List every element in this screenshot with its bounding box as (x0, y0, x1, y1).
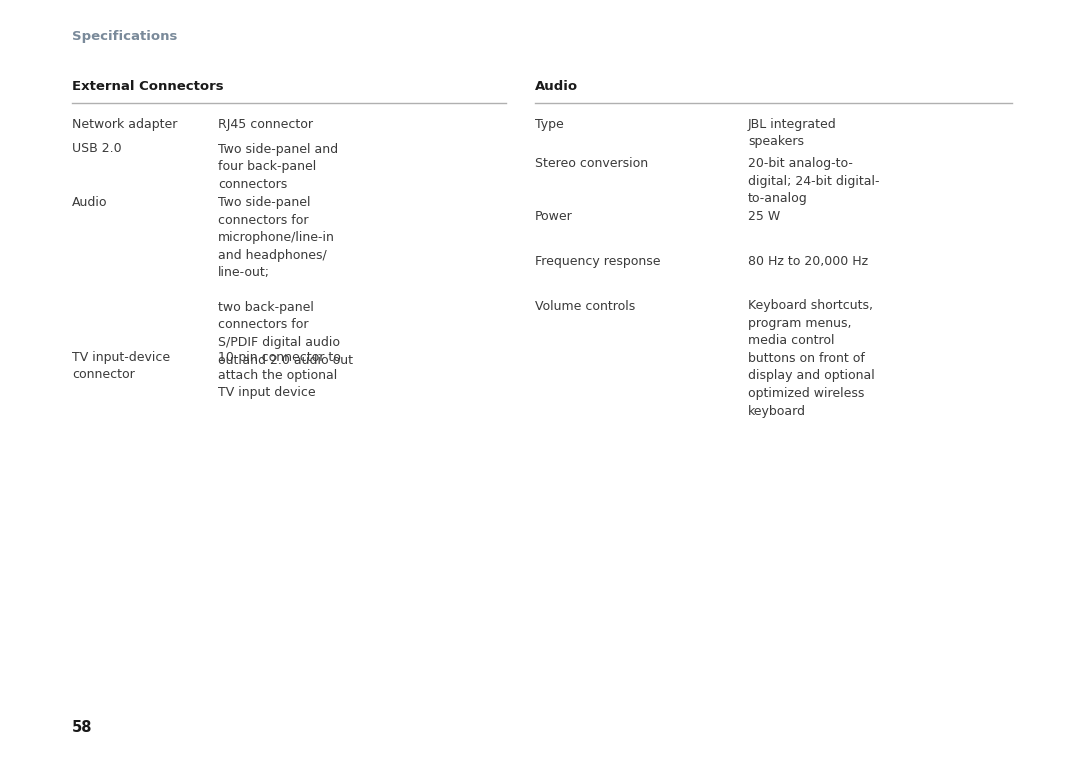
Text: JBL integrated
speakers: JBL integrated speakers (748, 118, 837, 149)
Text: Keyboard shortcuts,
program menus,
media control
buttons on front of
display and: Keyboard shortcuts, program menus, media… (748, 300, 875, 417)
Text: Volume controls: Volume controls (535, 300, 635, 313)
Text: Two side-panel and
four back-panel
connectors: Two side-panel and four back-panel conne… (218, 142, 338, 191)
Text: Power: Power (535, 211, 572, 224)
Text: Type: Type (535, 118, 564, 131)
Text: USB 2.0: USB 2.0 (72, 142, 122, 155)
Text: Network adapter: Network adapter (72, 118, 177, 131)
Text: Audio: Audio (72, 196, 108, 209)
Text: Audio: Audio (535, 80, 578, 93)
Text: RJ45 connector: RJ45 connector (218, 118, 313, 131)
Text: 80 Hz to 20,000 Hz: 80 Hz to 20,000 Hz (748, 255, 868, 268)
Text: Frequency response: Frequency response (535, 255, 661, 268)
Text: External Connectors: External Connectors (72, 80, 224, 93)
Text: 58: 58 (72, 720, 93, 735)
Text: Two side-panel
connectors for
microphone/line-in
and headphones/
line-out;

two : Two side-panel connectors for microphone… (218, 196, 353, 366)
Text: 25 W: 25 W (748, 211, 780, 224)
Text: 10-pin connector to
attach the optional
TV input device: 10-pin connector to attach the optional … (218, 351, 341, 399)
Text: Specifications: Specifications (72, 30, 177, 43)
Text: TV input-device
connector: TV input-device connector (72, 351, 171, 381)
Text: Stereo conversion: Stereo conversion (535, 157, 648, 170)
Text: 20-bit analog-to-
digital; 24-bit digital-
to-analog: 20-bit analog-to- digital; 24-bit digita… (748, 157, 879, 205)
